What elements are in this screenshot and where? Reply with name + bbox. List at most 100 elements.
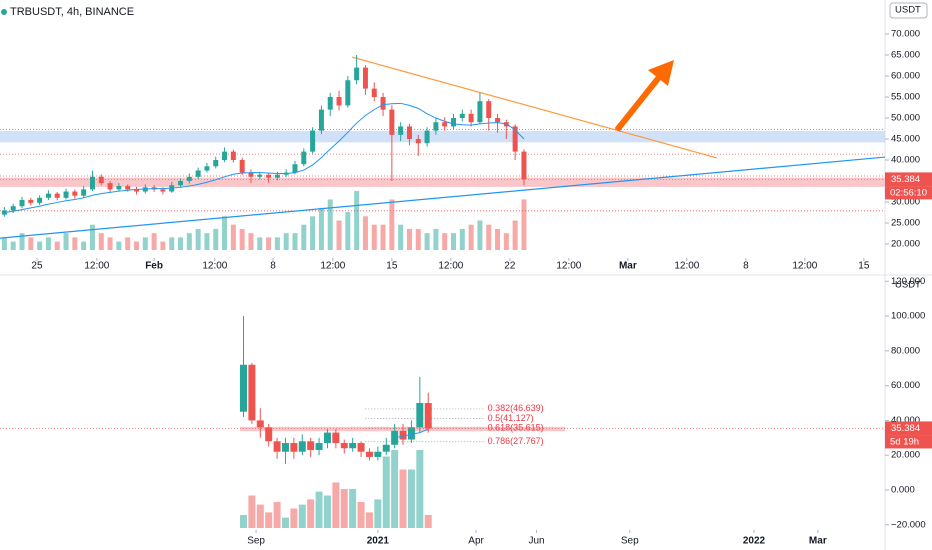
candle-body xyxy=(160,189,166,192)
volume-bar xyxy=(248,233,254,250)
fib-label: 0.5(41.127) xyxy=(488,413,534,423)
x-tick-label: 12:00 xyxy=(674,261,699,272)
candle-body xyxy=(240,364,248,412)
volume-bar xyxy=(1,237,7,250)
candle-body xyxy=(72,191,78,196)
volume-bar xyxy=(389,199,395,250)
x-tick-label: Mar xyxy=(809,536,827,547)
x-tick-label: 12:00 xyxy=(556,261,581,272)
countdown-label: 5d 19h xyxy=(890,436,919,447)
volume-bar xyxy=(98,233,104,250)
price-zone xyxy=(0,131,885,143)
volume-bar xyxy=(45,237,51,250)
volume-bar xyxy=(239,228,245,250)
price-zone xyxy=(0,177,885,187)
candle-body xyxy=(274,174,280,178)
candle-body xyxy=(442,122,448,127)
candle-body xyxy=(459,113,465,119)
volume-bar xyxy=(133,241,139,250)
candle-body xyxy=(380,97,386,110)
candle-body xyxy=(292,164,298,173)
candle-body xyxy=(307,441,315,450)
volume-bar xyxy=(354,191,360,250)
volume-bar xyxy=(336,220,342,250)
volume-bar xyxy=(240,515,248,528)
candle-body xyxy=(362,67,368,89)
candle-body xyxy=(116,186,122,190)
volume-bar xyxy=(399,469,407,528)
volume-bar xyxy=(315,491,323,528)
candle-body xyxy=(354,67,360,81)
volume-bar xyxy=(19,233,25,250)
candle-body xyxy=(407,427,415,440)
y-tick-label: −20.000 xyxy=(891,519,926,530)
volume-bar xyxy=(125,237,131,250)
drawn-arrow xyxy=(614,60,674,132)
candle-body xyxy=(239,160,245,173)
volume-bar xyxy=(222,216,228,250)
candle-body xyxy=(266,174,272,178)
candle-body xyxy=(521,151,527,180)
top-pane: 20.00025.00030.00035.00040.00045.00050.0… xyxy=(0,2,932,272)
y-tick-label: 60.000 xyxy=(891,380,920,391)
volume-bar xyxy=(37,241,43,250)
volume-bar xyxy=(349,489,357,528)
x-tick-label: Mar xyxy=(619,261,637,272)
volume-bar xyxy=(107,237,113,250)
x-tick-label: Apr xyxy=(468,536,484,547)
volume-bar xyxy=(318,207,324,250)
x-tick-label: 12:00 xyxy=(320,261,345,272)
volume-bar xyxy=(406,228,412,250)
candle-body xyxy=(424,403,432,429)
x-tick-label: 12:00 xyxy=(438,261,463,272)
volume-bar xyxy=(503,233,509,250)
candle-body xyxy=(63,191,69,198)
volume-bar xyxy=(273,502,281,528)
volume-bar xyxy=(374,499,382,528)
candle-body xyxy=(315,443,323,450)
candle-body xyxy=(213,160,219,167)
x-tick-label: 15 xyxy=(858,261,870,272)
bottom-pane: −20.000 0.000 20.000 40.000 60.000 80.000 100.… xyxy=(0,276,932,547)
candle-body xyxy=(468,113,474,123)
volume-bar xyxy=(451,233,457,250)
y-tick-label: 70.000 xyxy=(891,29,920,40)
candle-body xyxy=(406,126,412,140)
x-tick-label: 22 xyxy=(504,261,516,272)
volume-bar xyxy=(142,237,148,250)
x-tick-label: 12:00 xyxy=(792,261,817,272)
candle-body xyxy=(265,427,273,442)
y-tick-label: 40.000 xyxy=(891,415,920,426)
currency-label: USDT xyxy=(895,280,921,291)
x-tick-label: Sep xyxy=(247,536,265,547)
volume-bar xyxy=(195,228,201,250)
candle-body xyxy=(349,443,357,449)
volume-bar xyxy=(407,469,415,528)
candle-body xyxy=(273,441,281,452)
volume-bar xyxy=(151,233,157,250)
x-tick-label: Jun xyxy=(528,536,544,547)
fib-label: 0.618(35.615) xyxy=(488,422,544,432)
candle-body xyxy=(451,118,457,127)
candle-body xyxy=(186,176,192,182)
volume-bar xyxy=(283,233,289,250)
volume-bar xyxy=(266,237,272,250)
volume-bar xyxy=(382,456,390,528)
candle-body xyxy=(10,206,16,211)
candle-body xyxy=(371,88,377,98)
candle-body xyxy=(323,432,331,444)
y-tick-label: 65.000 xyxy=(891,50,920,61)
fib-label: 0.786(27.767) xyxy=(488,436,544,446)
x-tick-label: 2022 xyxy=(743,536,766,547)
candle-body xyxy=(37,197,43,203)
last-price-box xyxy=(885,421,932,436)
candle-body xyxy=(332,432,340,444)
candle-body xyxy=(98,176,104,184)
volume-bar xyxy=(459,228,465,250)
y-tick-label: 20.000 xyxy=(891,239,920,250)
x-tick-label: 8 xyxy=(743,261,749,272)
candle-body xyxy=(398,126,404,135)
y-tick-label: 100.000 xyxy=(891,311,925,322)
candle-body xyxy=(433,122,439,131)
volume-bar xyxy=(416,450,424,528)
